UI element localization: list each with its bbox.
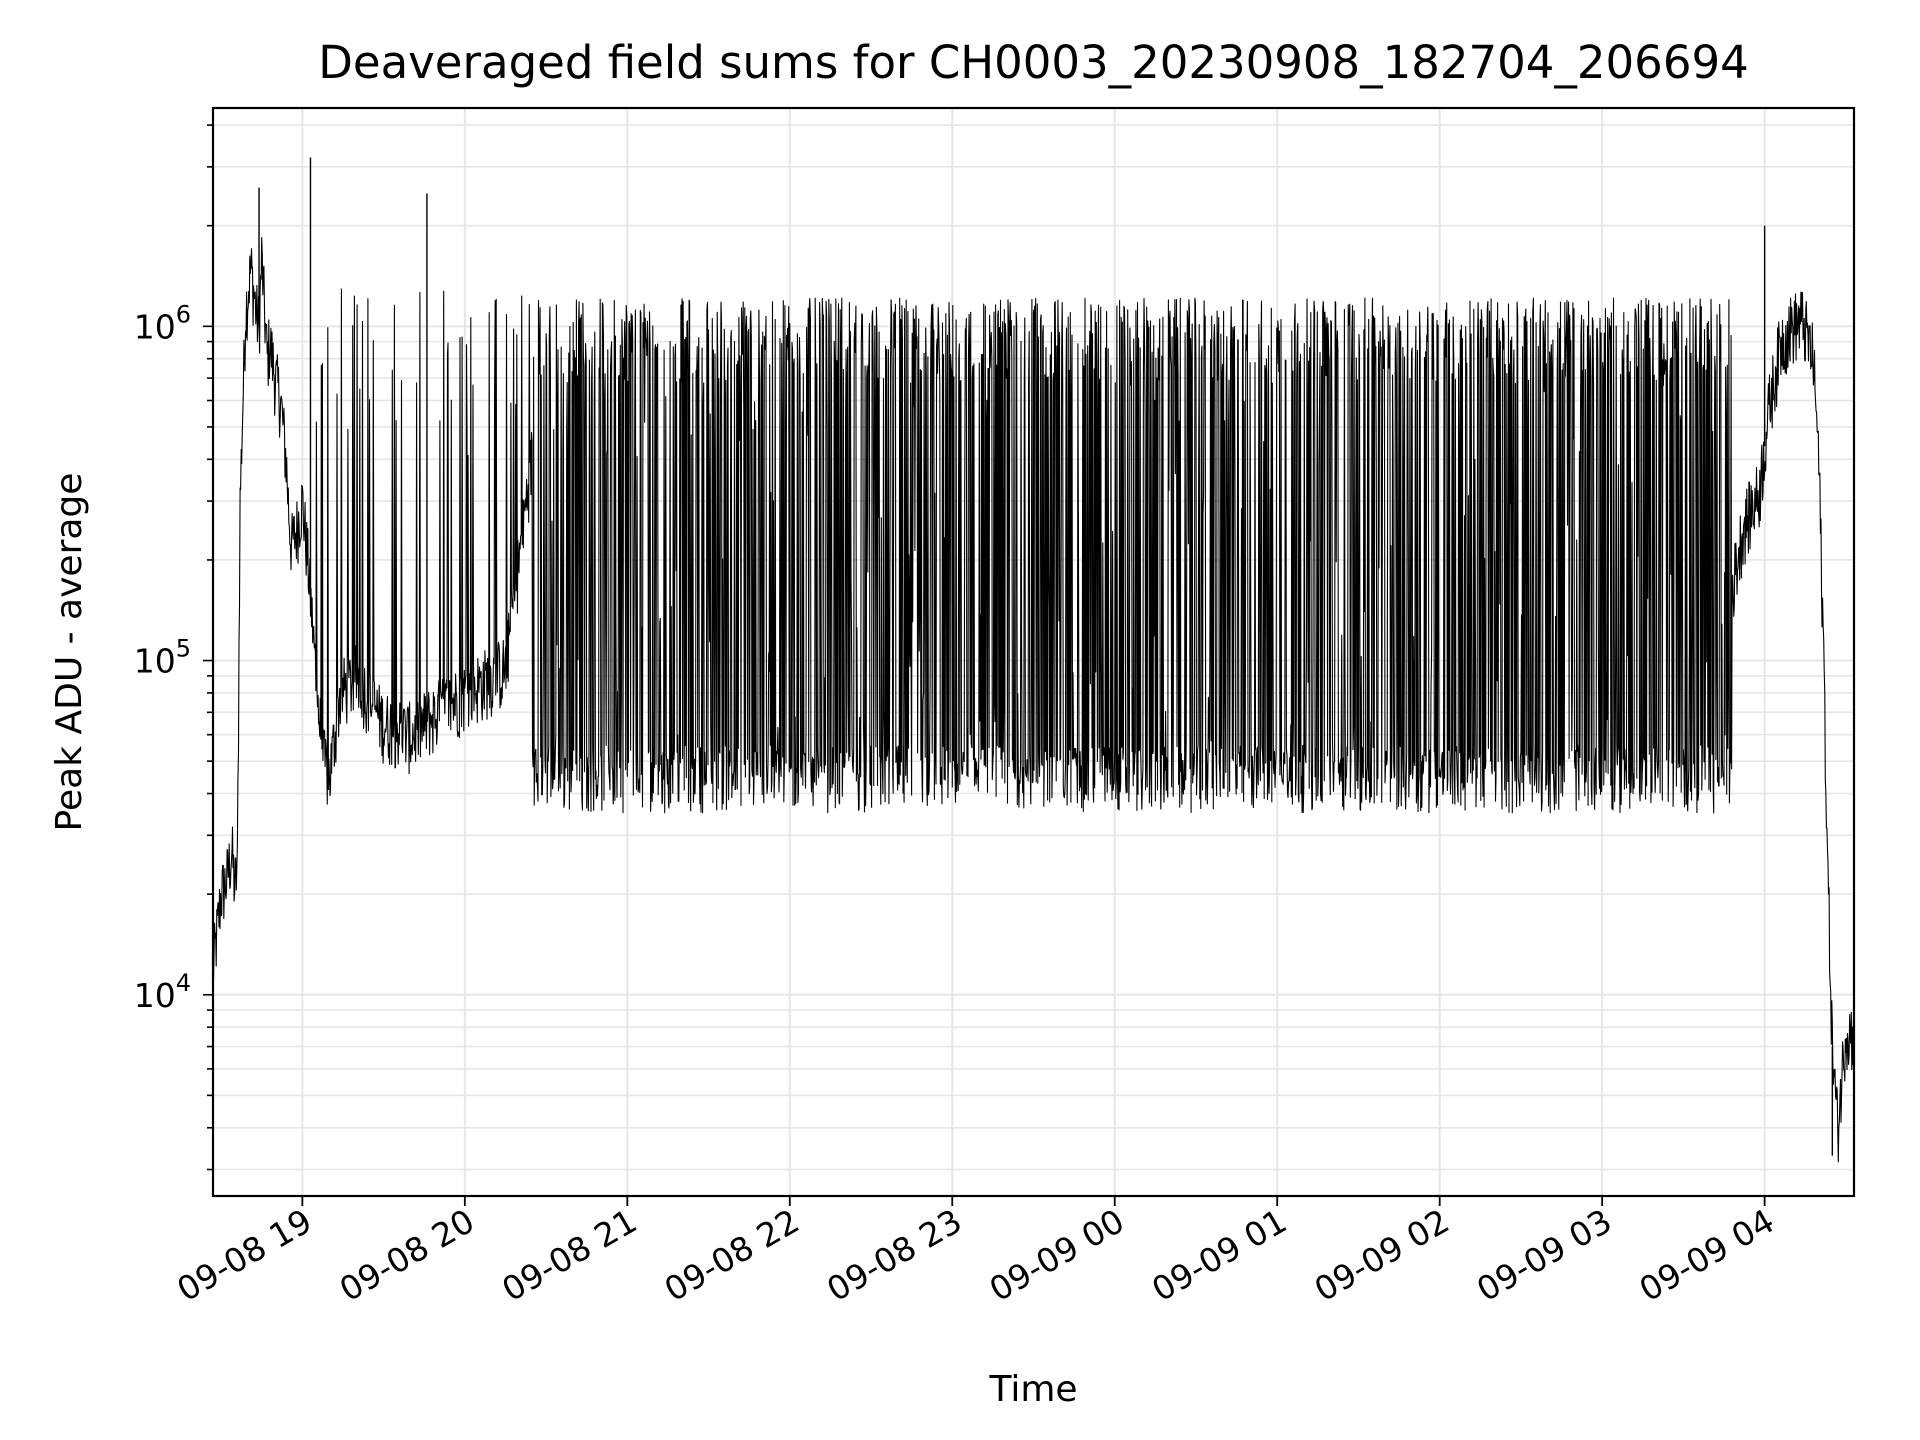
y-tick-label: 106 (134, 300, 191, 346)
y-axis-label: Peak ADU - average (49, 473, 90, 832)
chart-title: Deaveraged field sums for CH0003_2023090… (318, 36, 1748, 89)
data-series (212, 157, 1855, 1163)
plot-frame (211, 106, 1856, 1198)
y-tick-label: 104 (134, 969, 191, 1015)
x-axis-label: Time (988, 1369, 1077, 1410)
signal-line (212, 236, 1855, 1163)
y-tick-label: 105 (134, 635, 191, 681)
